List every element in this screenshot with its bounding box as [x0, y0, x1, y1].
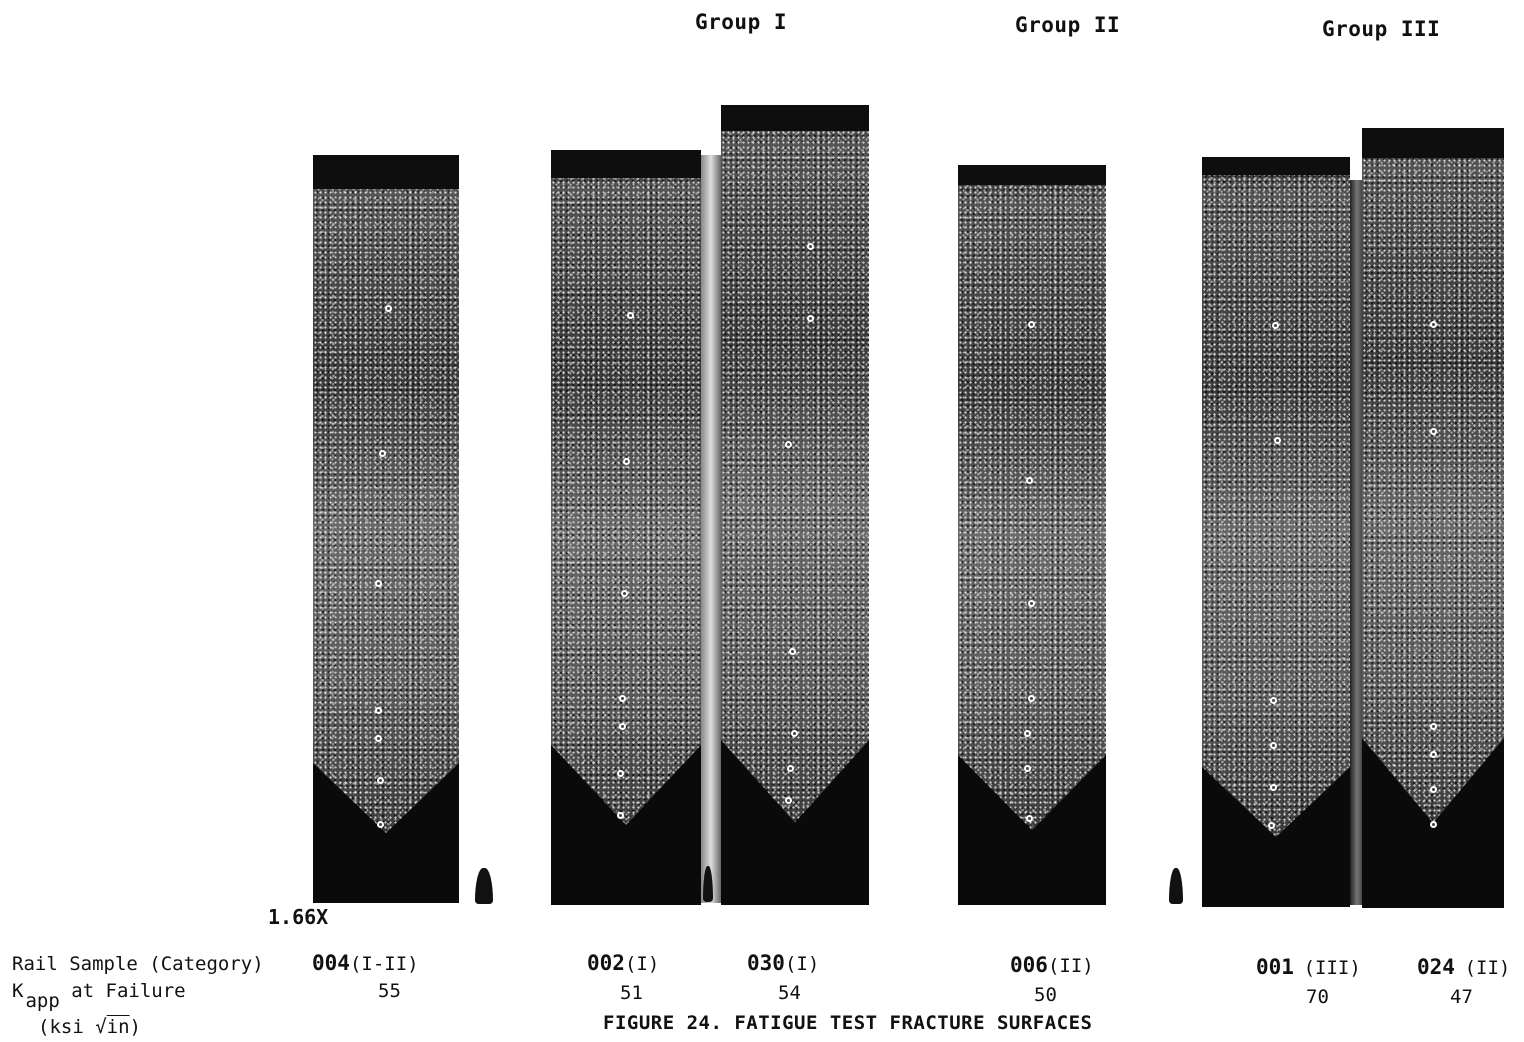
k-value-030: 54: [778, 982, 801, 1004]
magnification-label: 1.66X: [268, 905, 329, 929]
k-value-002: 51: [620, 982, 643, 1004]
sample-edge: [701, 155, 721, 903]
fracture-photo-001: [1202, 157, 1350, 907]
sample-label-002: 002(I): [587, 951, 660, 975]
sample-label-004: 004(I-II): [312, 951, 419, 975]
sample-label-030: 030(I): [747, 951, 820, 975]
fracture-photo-024: [1362, 128, 1504, 908]
sample-label-001: 001 (III): [1256, 955, 1361, 979]
group-header-3: Group III: [1322, 17, 1441, 41]
k-letter: K: [12, 980, 24, 1002]
k-value-004: 55: [378, 980, 401, 1002]
fracture-photo-006: [958, 165, 1106, 905]
fracture-photo-002: [551, 150, 701, 905]
k-value-024: 47: [1450, 986, 1473, 1008]
rail-sample-row-label: Rail Sample (Category): [12, 953, 264, 975]
reference-pin: [475, 868, 493, 904]
fracture-photo-030: [721, 105, 869, 905]
figure-caption: FIGURE 24. FATIGUE TEST FRACTURE SURFACE…: [603, 1012, 1093, 1034]
k-value-006: 50: [1034, 984, 1057, 1006]
k-subscript: app: [25, 990, 60, 1012]
units-label: (ksi √in): [38, 1016, 141, 1038]
sqrt-icon: √: [95, 1016, 107, 1038]
sample-label-024: 024 (II): [1417, 955, 1511, 979]
group-header-1: Group I: [695, 10, 788, 34]
sample-label-006: 006(II): [1010, 953, 1094, 977]
k-rest: at Failure: [71, 980, 186, 1002]
reference-pin: [703, 866, 713, 902]
reference-pin: [1169, 868, 1183, 904]
fracture-photo-004: [313, 155, 459, 903]
group-header-2: Group II: [1015, 13, 1121, 37]
k-value-001: 70: [1306, 986, 1329, 1008]
sample-edge: [1350, 180, 1364, 905]
